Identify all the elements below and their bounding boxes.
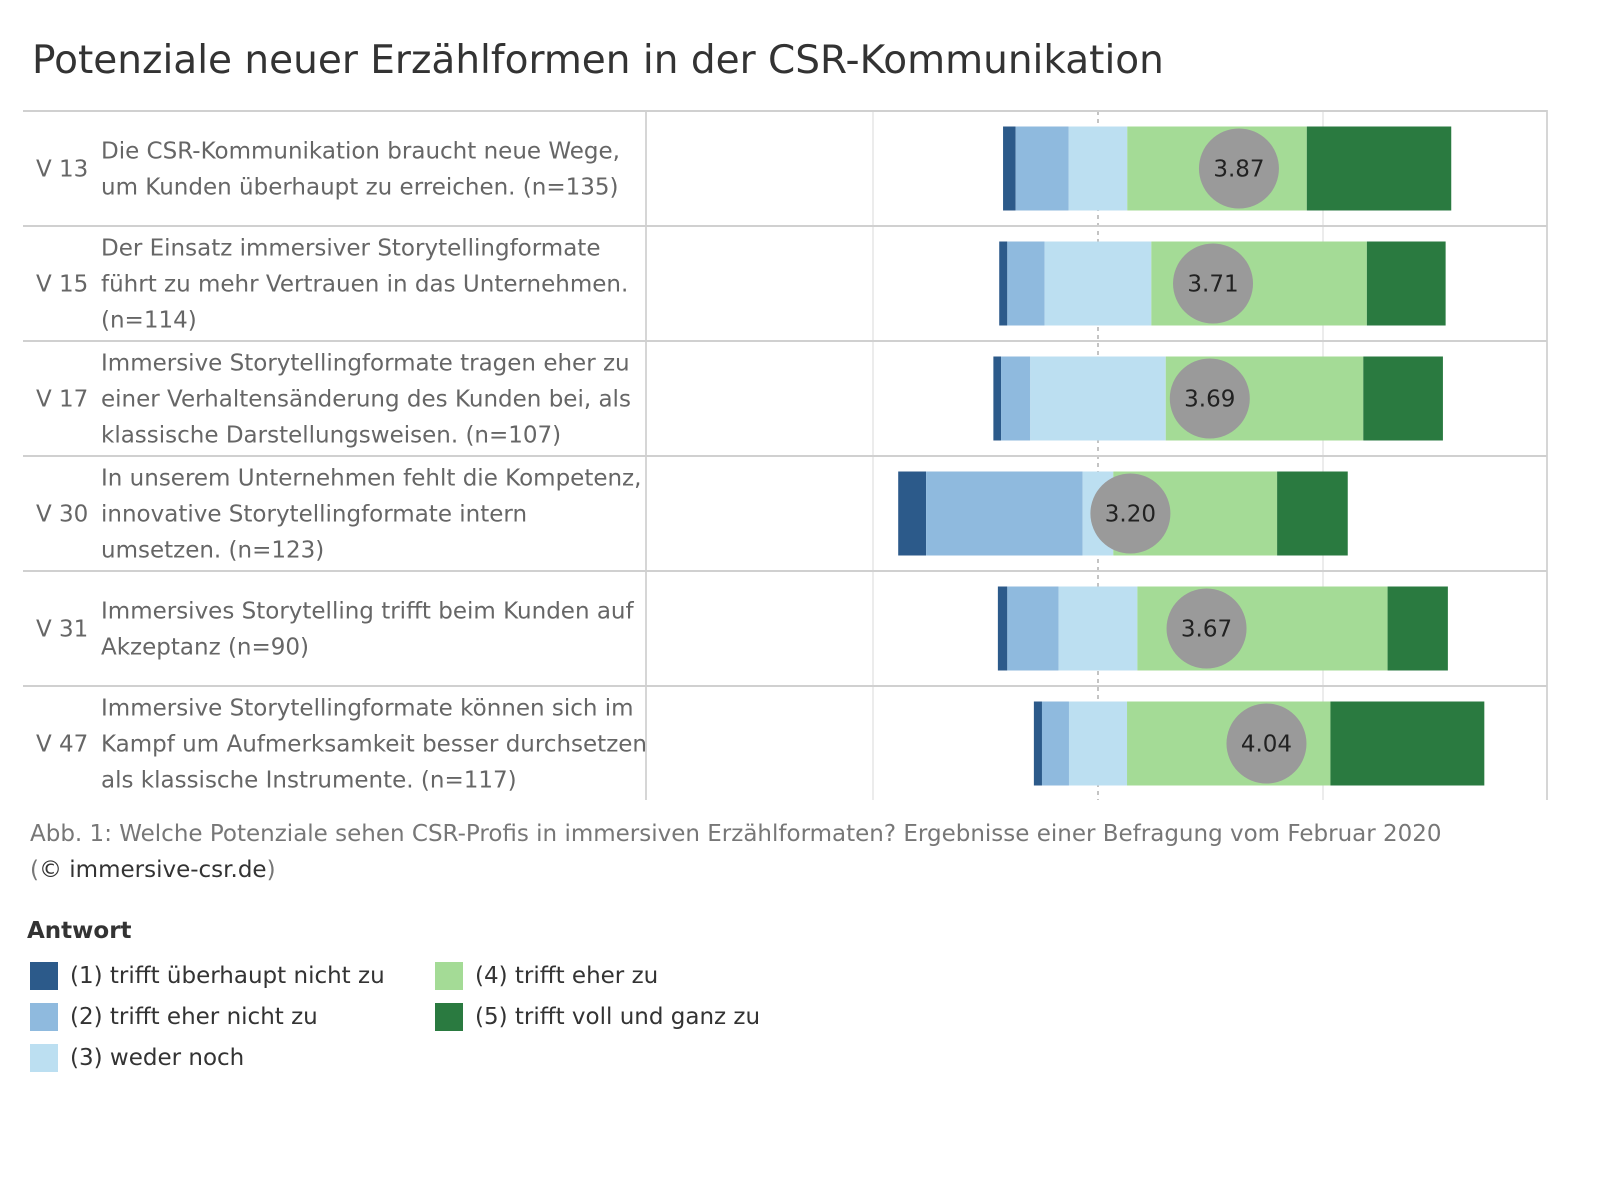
- average-marker: [1090, 473, 1171, 554]
- average-label: 3.20: [1105, 502, 1156, 528]
- bar-segment: [1058, 586, 1138, 671]
- average-label: 3.71: [1187, 272, 1238, 298]
- row-question-text: als klassische Instrumente. (n=117): [101, 768, 517, 794]
- row-question-text: Die CSR-Kommunikation braucht neue Wege,: [101, 139, 620, 165]
- bar-segment: [993, 356, 1002, 441]
- row-question-text: innovative Storytellingformate intern: [101, 502, 527, 528]
- legend-item[interactable]: (5) trifft voll und ganz zu: [435, 1003, 760, 1031]
- average-marker: [1173, 243, 1254, 324]
- legend-label: (5) trifft voll und ganz zu: [475, 1004, 761, 1030]
- bar-segment: [1306, 126, 1452, 211]
- row-code-label: V 31: [36, 617, 88, 643]
- figure-caption: Abb. 1: Welche Potenziale sehen CSR-Prof…: [30, 816, 1442, 888]
- row-question-text: umsetzen. (n=123): [101, 538, 324, 564]
- bar-segment: [1015, 126, 1069, 211]
- bar-segment: [1277, 471, 1348, 556]
- bar-segment: [1033, 701, 1042, 786]
- row-question-text: einer Verhaltensänderung des Kunden bei,…: [101, 387, 631, 413]
- bar-segment: [1366, 241, 1446, 326]
- legend-swatch: [30, 1044, 58, 1072]
- caption-paren-close: ): [266, 857, 276, 883]
- average-label: 3.67: [1181, 617, 1232, 643]
- average-marker: [1198, 128, 1279, 209]
- row-question-text: Akzeptanz (n=90): [101, 635, 309, 661]
- bar-segment: [999, 241, 1008, 326]
- legend-label: (1) trifft überhaupt nicht zu: [70, 963, 385, 989]
- legend-label: (4) trifft eher zu: [475, 963, 659, 989]
- row-question-text: In unserem Unternehmen fehlt die Kompete…: [101, 466, 641, 492]
- legend-swatch: [30, 962, 58, 990]
- caption-line-1: Abb. 1: Welche Potenziale sehen CSR-Prof…: [30, 821, 1442, 847]
- legend-item[interactable]: (3) weder noch: [30, 1044, 244, 1072]
- average-label: 3.87: [1213, 157, 1264, 183]
- legend-item[interactable]: (4) trifft eher zu: [435, 962, 658, 990]
- diverging-bar-chart: V 13 Die CSR-Kommunikation braucht neue W…: [23, 110, 1548, 800]
- caption-paren-open: (: [30, 857, 39, 883]
- bar-segment: [926, 471, 1083, 556]
- legend-item[interactable]: (1) trifft überhaupt nicht zu: [30, 962, 385, 990]
- bar-segment: [1068, 126, 1128, 211]
- row-question-text: Kampf um Aufmerksamkeit besser durchsetz…: [101, 732, 647, 758]
- average-marker: [1166, 588, 1247, 669]
- bar-segment: [1030, 356, 1166, 441]
- bar-segment: [1044, 241, 1152, 326]
- bar-segment: [1007, 241, 1045, 326]
- bar-segment: [1068, 701, 1128, 786]
- bar-segment: [1330, 701, 1485, 786]
- legend-item[interactable]: (2) trifft eher nicht zu: [30, 1003, 318, 1031]
- average-label: 3.69: [1184, 387, 1235, 413]
- chart-rows: V 13 Die CSR-Kommunikation braucht neue W…: [36, 126, 1485, 794]
- row-code-label: V 13: [36, 157, 88, 183]
- bar-segment: [1003, 126, 1016, 211]
- average-marker: [1226, 703, 1307, 784]
- caption-source: © immersive-csr.de: [38, 857, 267, 883]
- row-code-label: V 30: [36, 502, 88, 528]
- bar-segment: [997, 586, 1008, 671]
- average-marker: [1169, 358, 1250, 439]
- row-question-text: klassische Darstellungsweisen. (n=107): [101, 423, 561, 449]
- row-question-text: Der Einsatz immersiver Storytellingforma…: [101, 236, 600, 262]
- chart-row: V 30 In unserem Unternehmen fehlt die Kom…: [36, 466, 1348, 564]
- average-label: 4.04: [1241, 732, 1292, 758]
- legend-swatch: [30, 1003, 58, 1031]
- legend-title: Antwort: [27, 918, 132, 944]
- row-question-text: Immersive Storytellingformate tragen ehe…: [101, 351, 630, 377]
- row-code-label: V 47: [36, 732, 88, 758]
- bar-segment: [1007, 586, 1059, 671]
- chart-row: V 13 Die CSR-Kommunikation braucht neue W…: [36, 126, 1452, 211]
- chart-row: V 31 Immersives Storytelling trifft beim …: [36, 586, 1448, 671]
- bar-segment: [1363, 356, 1443, 441]
- chart-row: V 47 Immersive Storytellingformate können…: [36, 696, 1485, 794]
- bar-segment: [1041, 701, 1069, 786]
- row-code-label: V 17: [36, 387, 88, 413]
- caption-line-2: (© immersive-csr.de): [30, 852, 1442, 888]
- chart-title: Potenziale neuer Erzählformen in der CSR…: [32, 38, 1164, 83]
- legend-label: (2) trifft eher nicht zu: [70, 1004, 318, 1030]
- row-question-text: (n=114): [101, 308, 197, 334]
- row-question-text: um Kunden überhaupt zu erreichen. (n=135…: [101, 175, 619, 201]
- legend-swatch: [435, 962, 463, 990]
- bar-segment: [898, 471, 927, 556]
- row-code-label: V 15: [36, 272, 88, 298]
- chart-grid: [23, 110, 1548, 800]
- legend-swatch: [435, 1003, 463, 1031]
- legend-label: (3) weder noch: [70, 1045, 245, 1071]
- bar-segment: [1001, 356, 1031, 441]
- row-question-text: führt zu mehr Vertrauen in das Unternehm…: [101, 272, 628, 298]
- row-question-text: Immersive Storytellingformate können sic…: [101, 696, 634, 722]
- chart-row: V 17 Immersive Storytellingformate tragen…: [36, 351, 1443, 449]
- chart-row: V 15 Der Einsatz immersiver Storytellingf…: [36, 236, 1446, 334]
- bar-segment: [1387, 586, 1448, 671]
- row-question-text: Immersives Storytelling trifft beim Kund…: [101, 599, 635, 625]
